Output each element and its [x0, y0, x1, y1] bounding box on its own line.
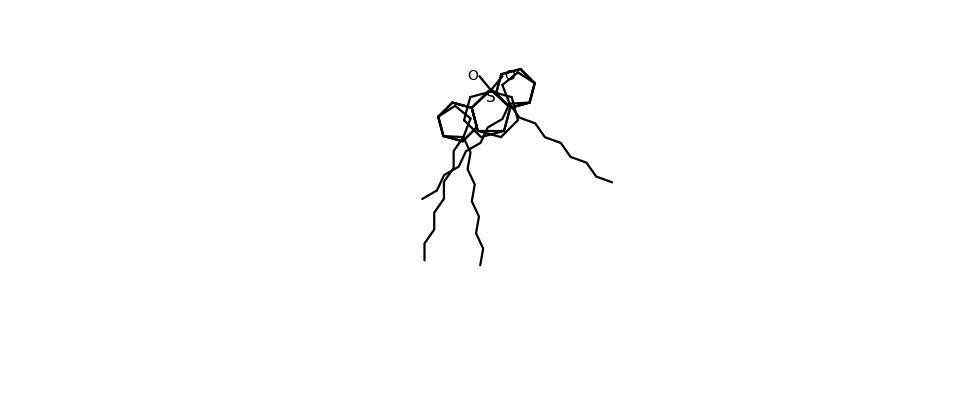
Text: O: O [468, 69, 478, 83]
Text: S: S [486, 90, 496, 104]
Text: O: O [504, 69, 514, 83]
